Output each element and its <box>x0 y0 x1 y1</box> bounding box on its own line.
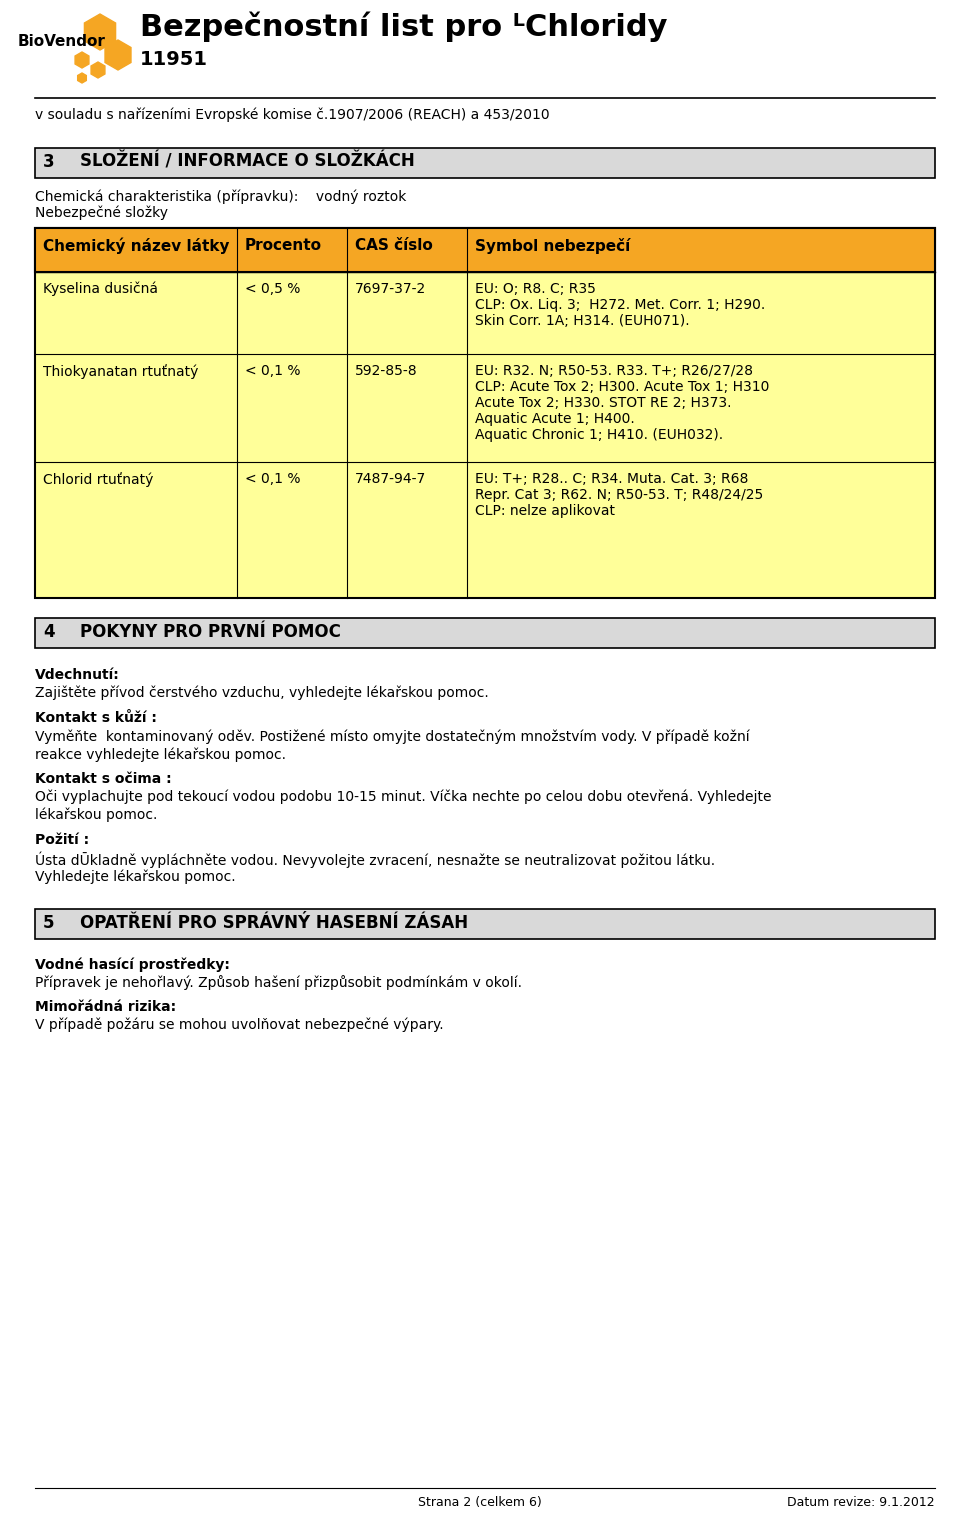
Text: Chemická charakteristika (přípravku):    vodný roztok: Chemická charakteristika (přípravku): vo… <box>35 191 406 204</box>
Text: Thiokyanatan rtuťnatý: Thiokyanatan rtuťnatý <box>43 365 199 378</box>
Text: CLP: Acute Tox 2; H300. Acute Tox 1; H310: CLP: Acute Tox 2; H300. Acute Tox 1; H31… <box>475 380 769 393</box>
Text: Vyměňte  kontaminovaný oděv. Postižené místo omyjte dostatečným množstvím vody. : Vyměňte kontaminovaný oděv. Postižené mí… <box>35 729 750 743</box>
Text: EU: R32. N; R50-53. R33. T+; R26/27/28: EU: R32. N; R50-53. R33. T+; R26/27/28 <box>475 365 753 378</box>
Text: reakce vyhledejte lékařskou pomoc.: reakce vyhledejte lékařskou pomoc. <box>35 747 286 761</box>
Text: Datum revize: 9.1.2012: Datum revize: 9.1.2012 <box>787 1496 935 1508</box>
Text: Strana 2 (celkem 6): Strana 2 (celkem 6) <box>419 1496 541 1508</box>
Text: Bezpečnostní list pro ᴸChloridy: Bezpečnostní list pro ᴸChloridy <box>140 12 667 42</box>
Polygon shape <box>91 62 105 79</box>
Text: Zajištěte přívod čerstvého vzduchu, vyhledejte lékařskou pomoc.: Zajištěte přívod čerstvého vzduchu, vyhl… <box>35 685 489 701</box>
Text: V případě požáru se mohou uvolňovat nebezpečné výpary.: V případě požáru se mohou uvolňovat nebe… <box>35 1018 444 1032</box>
Bar <box>35 228 935 598</box>
Text: 7697-37-2: 7697-37-2 <box>355 281 426 297</box>
Text: EU: T+; R28.. C; R34. Muta. Cat. 3; R68: EU: T+; R28.. C; R34. Muta. Cat. 3; R68 <box>475 472 749 486</box>
Text: Aquatic Acute 1; H400.: Aquatic Acute 1; H400. <box>475 412 635 427</box>
Text: Chlorid rtuťnatý: Chlorid rtuťnatý <box>43 472 154 487</box>
Text: Požití :: Požití : <box>35 834 89 847</box>
Polygon shape <box>84 14 115 50</box>
Bar <box>35 228 935 272</box>
Polygon shape <box>105 39 131 70</box>
Text: Oči vyplachujte pod tekoucí vodou podobu 10-15 minut. Víčka nechte po celou dobu: Oči vyplachujte pod tekoucí vodou podobu… <box>35 790 772 805</box>
Text: Skin Corr. 1A; H314. (EUH071).: Skin Corr. 1A; H314. (EUH071). <box>475 315 689 328</box>
Text: 11951: 11951 <box>140 50 208 70</box>
Text: Kontakt s kůží :: Kontakt s kůží : <box>35 711 156 725</box>
Text: BioVendor: BioVendor <box>18 35 106 50</box>
Text: 3: 3 <box>43 153 55 171</box>
Text: Procento: Procento <box>245 238 322 253</box>
Text: Ústa dŪkladně vypláchněte vodou. Nevyvolejte zvracení, nesnažte se neutralizovat: Ústa dŪkladně vypláchněte vodou. Nevyvol… <box>35 850 715 867</box>
Text: POKYNY PRO PRVNÍ POMOC: POKYNY PRO PRVNÍ POMOC <box>80 623 341 642</box>
Text: Acute Tox 2; H330. STOT RE 2; H373.: Acute Tox 2; H330. STOT RE 2; H373. <box>475 396 732 410</box>
Text: 5: 5 <box>43 914 55 932</box>
Text: v souladu s nařízeními Evropské komise č.1907/2006 (REACH) a 453/2010: v souladu s nařízeními Evropské komise č… <box>35 107 550 121</box>
Text: Přípravek je nehořlavý. Způsob hašení přizpůsobit podmínkám v okolí.: Přípravek je nehořlavý. Způsob hašení př… <box>35 974 522 990</box>
Text: Vodné hasící prostředky:: Vodné hasící prostředky: <box>35 958 229 971</box>
Text: < 0,1 %: < 0,1 % <box>245 365 300 378</box>
Text: 4: 4 <box>43 623 55 642</box>
Text: lékařskou pomoc.: lékařskou pomoc. <box>35 808 157 823</box>
Polygon shape <box>78 73 86 83</box>
Text: Nebezpečné složky: Nebezpečné složky <box>35 206 168 221</box>
Text: < 0,1 %: < 0,1 % <box>245 472 300 486</box>
Text: Symbol nebezpečí: Symbol nebezpečí <box>475 238 631 254</box>
Text: OPATŘENÍ PRO SPRÁVNÝ HASEBNÍ ZÁSAH: OPATŘENÍ PRO SPRÁVNÝ HASEBNÍ ZÁSAH <box>80 914 468 932</box>
Text: Vyhledejte lékařskou pomoc.: Vyhledejte lékařskou pomoc. <box>35 868 235 884</box>
Text: 592-85-8: 592-85-8 <box>355 365 418 378</box>
Text: < 0,5 %: < 0,5 % <box>245 281 300 297</box>
Text: Aquatic Chronic 1; H410. (EUH032).: Aquatic Chronic 1; H410. (EUH032). <box>475 428 723 442</box>
Text: CLP: nelze aplikovat: CLP: nelze aplikovat <box>475 504 615 517</box>
Text: CLP: Ox. Liq. 3;  H272. Met. Corr. 1; H290.: CLP: Ox. Liq. 3; H272. Met. Corr. 1; H29… <box>475 298 765 312</box>
Bar <box>35 909 935 940</box>
Text: 7487-94-7: 7487-94-7 <box>355 472 426 486</box>
Text: Vdechnutí:: Vdechnutí: <box>35 669 120 682</box>
Text: Kontakt s očima :: Kontakt s očima : <box>35 772 172 785</box>
Text: Repr. Cat 3; R62. N; R50-53. T; R48/24/25: Repr. Cat 3; R62. N; R50-53. T; R48/24/2… <box>475 489 763 502</box>
Text: CAS číslo: CAS číslo <box>355 238 433 253</box>
Text: Kyselina dusičná: Kyselina dusičná <box>43 281 158 297</box>
Text: EU: O; R8. C; R35: EU: O; R8. C; R35 <box>475 281 596 297</box>
Text: SLOŽENÍ / INFORMACE O SLOŽKÁCH: SLOŽENÍ / INFORMACE O SLOŽKÁCH <box>80 153 415 171</box>
Polygon shape <box>75 51 89 68</box>
Text: Chemický název látky: Chemický název látky <box>43 238 229 254</box>
Bar <box>35 148 935 179</box>
Bar <box>35 617 935 648</box>
Text: Mimořádná rizika:: Mimořádná rizika: <box>35 1000 176 1014</box>
